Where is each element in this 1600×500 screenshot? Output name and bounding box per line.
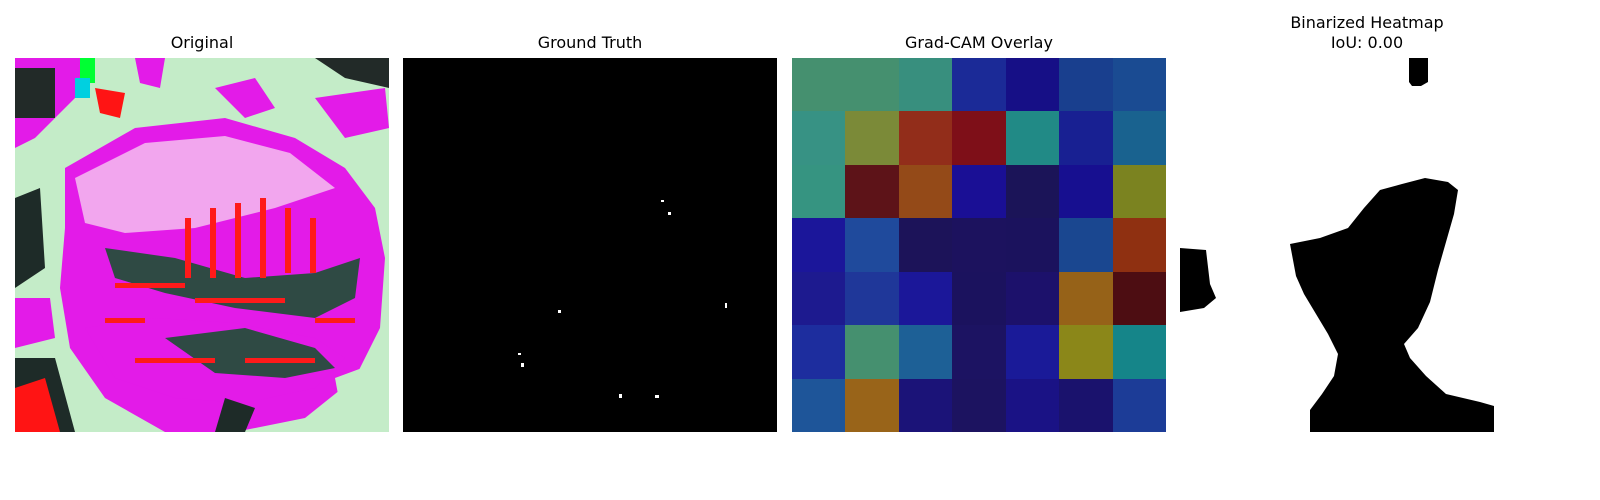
original-image xyxy=(15,58,389,432)
gradcam-cell xyxy=(898,378,953,432)
gradcam-cell xyxy=(1059,218,1113,272)
gradcam-cell xyxy=(792,218,846,272)
ground-truth-mask xyxy=(403,58,777,432)
gradcam-cell xyxy=(1005,378,1060,432)
gradcam-cell xyxy=(898,218,953,272)
gradcam-cell xyxy=(845,218,899,272)
gradcam-cell xyxy=(952,271,1006,326)
gradcam-cell xyxy=(845,325,899,379)
gradcam-cell xyxy=(1112,218,1166,272)
gradcam-cell xyxy=(792,164,846,219)
gradcam-cell xyxy=(898,58,953,112)
gradcam-cell xyxy=(898,164,953,219)
gradcam-cell xyxy=(845,111,899,165)
gradcam-cell xyxy=(845,58,899,112)
gradcam-cell xyxy=(952,325,1006,379)
ground-truth-title: Ground Truth xyxy=(537,33,643,52)
gradcam-cell xyxy=(1005,58,1060,112)
gradcam-cell xyxy=(792,111,846,165)
gradcam-cell xyxy=(1112,271,1166,326)
gradcam-cell xyxy=(845,271,899,326)
gradcam-cell xyxy=(845,164,899,219)
gradcam-cell xyxy=(792,325,846,379)
gradcam-cell xyxy=(1005,111,1060,165)
gradcam-overlay xyxy=(792,58,1166,432)
gradcam-cell xyxy=(952,378,1006,432)
gradcam-cell xyxy=(952,164,1006,219)
gradcam-cell xyxy=(1059,325,1113,379)
gradcam-cell xyxy=(1005,271,1060,326)
gradcam-cell xyxy=(1112,111,1166,165)
gradcam-cell xyxy=(952,111,1006,165)
gradcam-cell xyxy=(1112,378,1166,432)
gradcam-cell xyxy=(1059,164,1113,219)
binarized-heatmap xyxy=(1180,58,1554,432)
gradcam-cell xyxy=(898,111,953,165)
gradcam-cell xyxy=(1005,218,1060,272)
gradcam-cell xyxy=(1059,58,1113,112)
gradcam-cell xyxy=(1005,164,1060,219)
gradcam-cell xyxy=(1059,378,1113,432)
gradcam-cell xyxy=(1112,164,1166,219)
gradcam-cell xyxy=(1059,271,1113,326)
gradcam-cell xyxy=(792,271,846,326)
gradcam-cell xyxy=(845,378,899,432)
binarized-title: Binarized Heatmap IoU: 0.00 xyxy=(1290,13,1444,52)
gradcam-cell xyxy=(1059,111,1113,165)
gradcam-cell xyxy=(898,271,953,326)
original-title: Original xyxy=(170,33,234,52)
gradcam-cell xyxy=(1112,325,1166,379)
gradcam-cell xyxy=(792,378,846,432)
gradcam-cell xyxy=(1005,325,1060,379)
gradcam-cell xyxy=(952,58,1006,112)
gradcam-cell xyxy=(898,325,953,379)
gradcam-cell xyxy=(1112,58,1166,112)
gradcam-title: Grad-CAM Overlay xyxy=(905,33,1053,52)
gradcam-cell xyxy=(952,218,1006,272)
gradcam-cell xyxy=(792,58,846,112)
